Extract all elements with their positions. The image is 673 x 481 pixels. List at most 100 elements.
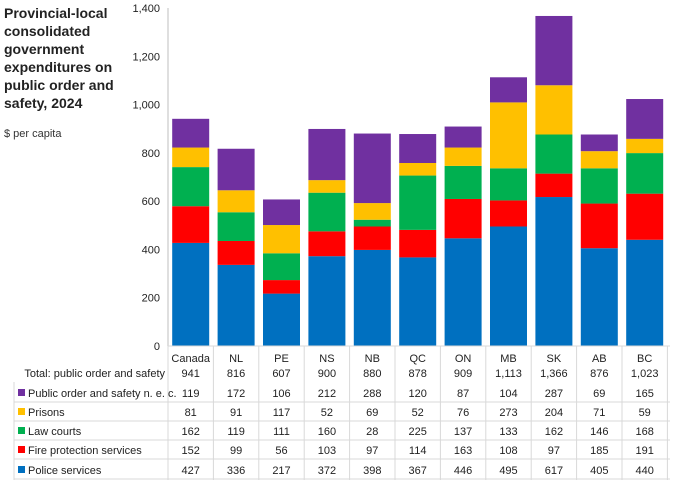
total-value: 880 [363,368,381,380]
bar-QC-3 [399,229,437,258]
bar-NL-3 [217,240,255,265]
legend-swatch-3 [18,446,25,453]
bar-SK-0 [535,15,573,86]
bar-ON-4 [444,238,482,346]
data-value: 104 [499,388,517,400]
bar-Canada-4 [172,242,210,346]
bar-AB-4 [580,248,618,346]
data-value: 133 [499,426,517,438]
data-value: 146 [590,426,608,438]
data-value: 217 [272,465,290,477]
data-value: 372 [318,465,336,477]
data-value: 108 [499,445,517,457]
data-value: 119 [182,388,200,400]
bar-NL-2 [217,212,255,241]
bar-BC-3 [626,193,664,240]
data-value: 99 [230,445,242,457]
legend-label: Public order and safety n. e. c. [28,388,177,400]
data-value: 287 [545,388,563,400]
data-value: 427 [182,465,200,477]
bar-AB-0 [580,134,618,152]
data-value: 52 [321,407,333,419]
category-label: SK [547,353,562,365]
bar-NB-1 [353,203,391,220]
data-value: 111 [273,426,290,438]
total-value: 1,023 [631,368,659,380]
bar-NS-3 [308,231,346,257]
data-value: 91 [230,407,242,419]
data-value: 367 [409,465,427,477]
legend-swatch-2 [18,427,25,434]
bar-Canada-2 [172,167,210,207]
y-tick-label: 600 [142,196,160,208]
legend-label: Police services [28,465,102,477]
bar-ON-2 [444,165,482,199]
total-value: 900 [318,368,336,380]
legend-swatch-1 [18,408,25,415]
data-value: 162 [545,426,563,438]
data-value: 119 [227,426,245,438]
data-value: 440 [636,465,654,477]
category-label: BC [637,353,652,365]
legend-swatch-0 [18,389,25,396]
data-value: 114 [409,445,427,457]
bar-PE-4 [263,293,300,346]
bar-QC-0 [399,134,437,163]
bar-ON-0 [444,126,482,148]
data-value: 106 [272,388,290,400]
total-value: 941 [182,368,200,380]
data-value: 71 [593,407,605,419]
bar-AB-3 [580,203,618,249]
bar-QC-4 [399,257,437,346]
data-value: 288 [363,388,381,400]
data-value: 212 [318,388,336,400]
bar-SK-3 [535,173,573,198]
bar-NB-3 [353,226,391,250]
data-value: 59 [639,407,651,419]
data-value: 152 [182,445,200,457]
bar-NL-1 [217,190,255,213]
bar-SK-4 [535,197,573,346]
data-value: 56 [275,445,287,457]
y-tick-label: 1,400 [132,3,160,15]
bar-Canada-3 [172,206,210,243]
total-value: 909 [454,368,472,380]
data-value: 160 [318,426,336,438]
legend-label: Law courts [28,426,82,438]
bar-BC-1 [626,138,664,154]
bar-ON-1 [444,147,482,166]
total-value: 607 [272,368,290,380]
data-value: 120 [409,388,427,400]
data-value: 336 [227,465,245,477]
y-tick-label: 1,000 [132,100,160,112]
data-value: 87 [457,388,469,400]
bar-NL-0 [217,148,255,191]
data-value: 81 [185,407,197,419]
bar-Canada-0 [172,118,210,148]
total-value: 878 [409,368,427,380]
category-label: NS [319,353,334,365]
bar-NS-2 [308,192,346,232]
bar-NB-0 [353,133,391,204]
data-value: 97 [366,445,378,457]
total-value: 816 [227,368,245,380]
bar-SK-1 [535,85,573,135]
y-tick-label: 1,200 [132,51,160,63]
bar-AB-2 [580,168,618,204]
total-value: 1,113 [495,368,522,380]
data-value: 617 [545,465,563,477]
chart-title: Provincial-local consolidated government… [4,5,114,111]
bar-NL-4 [217,264,255,346]
data-value: 28 [366,426,378,438]
data-value: 162 [182,426,200,438]
data-value: 185 [590,445,608,457]
data-value: 117 [273,407,291,419]
bar-NB-2 [353,219,391,227]
data-value: 446 [454,465,472,477]
bar-ON-3 [444,198,482,239]
data-value: 405 [590,465,608,477]
bar-PE-1 [263,225,300,254]
category-label: PE [274,353,289,365]
data-value: 76 [457,407,469,419]
